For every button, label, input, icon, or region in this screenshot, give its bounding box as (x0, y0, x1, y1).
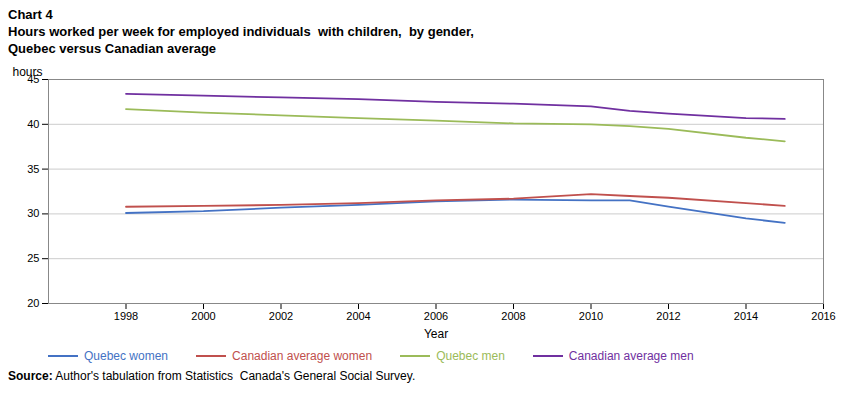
svg-text:2014: 2014 (734, 310, 758, 322)
svg-text:2000: 2000 (191, 310, 215, 322)
html-text:Quebec men: Quebec men (436, 349, 505, 363)
svg-text:2008: 2008 (501, 310, 525, 322)
html-text:Canadian average women: Canadian average women (232, 349, 373, 363)
svg-text:2002: 2002 (269, 310, 293, 322)
svg-text:25: 25 (27, 252, 39, 264)
svg-text:hours: hours (13, 65, 43, 79)
html-text:Hours worked per week for empl: Hours worked per week for employed indiv… (8, 24, 474, 39)
svg-text:30: 30 (27, 207, 39, 219)
svg-text:2012: 2012 (656, 310, 680, 322)
html-text:Source: Author's tabulation fr: Source: Author's tabulation from Statist… (8, 369, 416, 383)
svg-text:40: 40 (27, 118, 39, 130)
html-text:Chart 4: Chart 4 (8, 7, 53, 22)
svg-text:2004: 2004 (346, 310, 370, 322)
svg-text:1998: 1998 (114, 310, 138, 322)
html-text:Canadian average men: Canadian average men (568, 349, 694, 363)
svg-text:2006: 2006 (424, 310, 448, 322)
html-text:Quebec versus Canadian average: Quebec versus Canadian average (8, 41, 217, 56)
svg-text:35: 35 (27, 163, 39, 175)
html-text:Quebec women: Quebec women (84, 349, 168, 363)
svg-text:20: 20 (27, 297, 39, 309)
svg-text:Year: Year (424, 327, 448, 341)
svg-text:2010: 2010 (579, 310, 603, 322)
svg-text:2016: 2016 (811, 310, 835, 322)
